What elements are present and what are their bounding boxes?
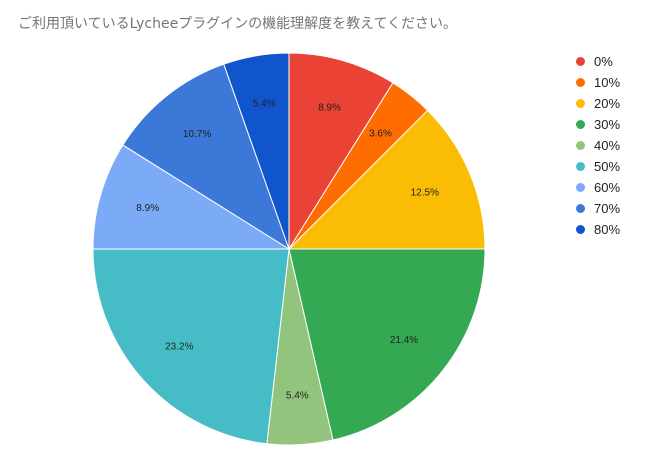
legend-item: 40% <box>576 135 620 156</box>
legend-swatch <box>576 99 585 108</box>
legend-label: 80% <box>594 222 621 237</box>
legend-swatch <box>576 204 585 213</box>
pie-slice-70pct <box>122 63 290 251</box>
legend-swatch <box>576 57 585 66</box>
slice-data-label: 23.2% <box>165 342 193 353</box>
slice-data-label: 12.5% <box>411 187 439 198</box>
legend-item: 70% <box>576 198 620 219</box>
legend-item: 30% <box>576 114 620 135</box>
legend-swatch <box>576 120 585 129</box>
pie-slice-80pct <box>223 52 290 250</box>
pie-slice-0pct <box>288 52 394 251</box>
slice-data-label: 8.9% <box>136 203 159 214</box>
pie-slice-30pct <box>288 248 486 441</box>
legend-item: 50% <box>576 156 620 177</box>
legend-item: 0% <box>576 51 620 72</box>
legend-label: 20% <box>594 96 621 111</box>
pie-slice-50pct <box>92 248 290 445</box>
slice-data-label: 5.4% <box>253 99 276 110</box>
pie-slice-60pct <box>92 144 291 250</box>
legend-item: 20% <box>576 93 620 114</box>
legend-label: 10% <box>594 75 621 90</box>
legend-swatch <box>576 225 585 234</box>
legend-swatch <box>576 78 585 87</box>
slice-data-label: 8.9% <box>318 102 341 113</box>
slice-data-label: 3.6% <box>369 129 392 140</box>
chart-title: ご利用頂いているLycheeプラグインの機能理解度を教えてください。 <box>18 16 458 32</box>
legend-item: 60% <box>576 177 620 198</box>
legend-swatch <box>576 183 585 192</box>
legend-label: 50% <box>594 159 621 174</box>
legend-swatch <box>576 162 585 171</box>
legend-label: 30% <box>594 117 621 132</box>
chart-legend: 0% 10% 20% 30% 40% 50% 60% 70% 80% <box>576 51 620 240</box>
slice-data-label: 21.4% <box>390 335 418 346</box>
legend-item: 10% <box>576 72 620 93</box>
legend-swatch <box>576 141 585 150</box>
legend-label: 70% <box>594 201 621 216</box>
slice-data-label: 10.7% <box>183 129 211 140</box>
legend-item: 80% <box>576 219 620 240</box>
legend-label: 40% <box>594 138 621 153</box>
legend-label: 0% <box>594 54 613 69</box>
legend-label: 60% <box>594 180 621 195</box>
slice-data-label: 5.4% <box>286 390 309 401</box>
pie-slice-20pct <box>287 109 486 250</box>
